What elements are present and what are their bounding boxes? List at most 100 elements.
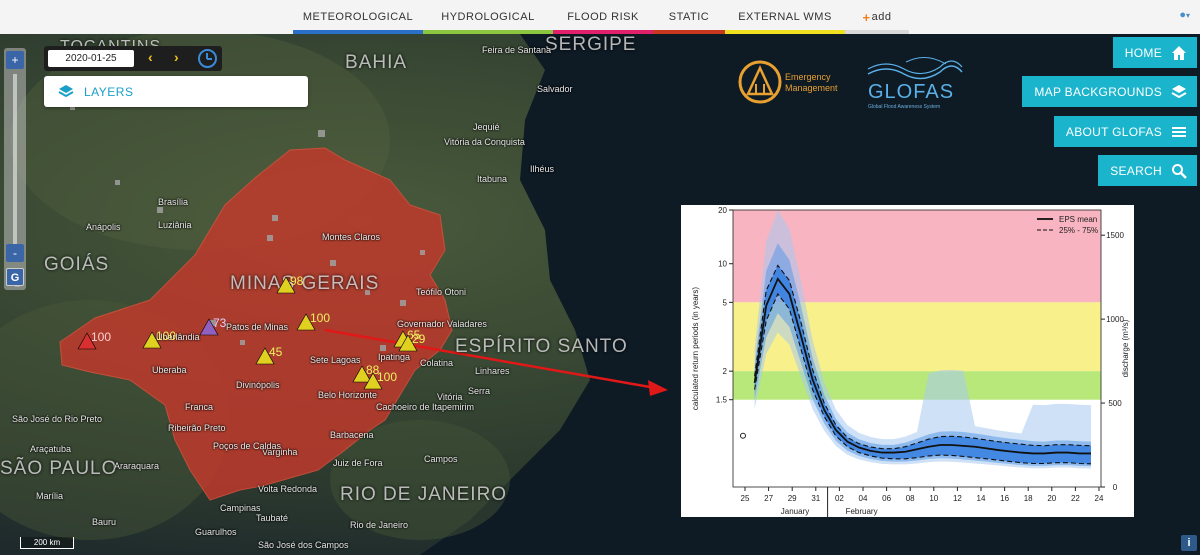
chevron-left-icon[interactable]: ‹ [148,49,153,65]
logo-line: Emergency [785,72,831,82]
layers-button[interactable]: LAYERS [44,76,308,107]
legend-label: EPS mean [1059,215,1097,224]
city-label: Teófilo Otoni [416,287,467,297]
zoom-in-button[interactable]: + [6,51,24,69]
x-tick-label: 06 [882,494,891,503]
google-layer-button[interactable]: G [6,268,24,286]
marker-label: 88 [366,363,380,377]
user-icon: ● [1179,9,1186,21]
forecast-marker[interactable] [296,313,316,331]
info-button[interactable]: i [1181,535,1197,551]
city-label: Brasília [158,197,189,207]
forecast-marker[interactable] [363,372,383,390]
chevron-down-icon: ▾ [1185,11,1190,20]
zoom-slider[interactable]: + - [4,48,26,290]
region-label: GOIÁS [44,254,110,275]
x-tick-label: 20 [1047,494,1056,503]
y-left-axis-label: calculated return periods (in years) [691,287,700,411]
tab-label: add [871,11,892,23]
marker-label: 100 [156,329,176,343]
layers-icon [58,85,74,98]
forecast-marker[interactable] [255,347,275,365]
city-label: São José dos Campos [258,540,349,550]
city-label: Ribeirão Preto [168,423,226,433]
x-tick-label: 22 [1071,494,1080,503]
tab-color-bar [725,30,845,34]
y-right-tick-label: 1000 [1106,315,1124,324]
zoom-out-button[interactable]: - [6,244,24,262]
forecast-chart: 20 10 5 2 1.5 1500 1000 500 0 calculated return p… [691,206,1130,517]
home-button[interactable]: HOME [1112,37,1197,68]
forecast-marker[interactable] [398,334,418,352]
x-tick-label: 10 [929,494,938,503]
x-tick-label: 02 [835,494,844,503]
eps-mean-line [753,277,1091,455]
marker-label: 29 [412,332,426,346]
city-label: Varginha [262,447,298,457]
glofas-logo: GLOFAS [867,57,963,103]
date-input[interactable] [48,50,134,67]
tab-static[interactable]: STATIC [653,0,725,34]
search-label: SEARCH [1110,163,1162,178]
city-label: Anápolis [86,222,121,232]
about-glofas-button[interactable]: ABOUT GLOFAS [1053,116,1197,147]
city-label: Ilhéus [530,164,555,174]
x-tick-label: 12 [953,494,962,503]
tab-hydrological[interactable]: HYDROLOGICAL [423,0,553,34]
interquartile-area [754,265,1091,464]
x-tick-label: 18 [1024,494,1033,503]
tab-label: FLOOD RISK [567,11,639,23]
map-backgrounds-button[interactable]: MAP BACKGROUNDS [1022,76,1197,107]
city-label: Taubaté [256,513,289,523]
city-label: Franca [185,402,214,412]
search-button[interactable]: SEARCH [1098,155,1197,186]
city-label: Jequié [473,122,500,132]
glofas-subtitle: Global Flood Awareness System [868,104,941,110]
layers-label: LAYERS [84,85,134,99]
zoom-track[interactable] [13,74,17,262]
scale-bar: 200 km [20,537,74,549]
tab-label: HYDROLOGICAL [441,11,535,23]
city-label: Sete Lagoas [310,355,361,365]
city-label: Volta Redonda [258,484,318,494]
forecast-marker[interactable] [276,276,296,294]
x-tick-label: 14 [977,494,986,503]
x-tick-label: 16 [1000,494,1009,503]
layers-icon [1171,84,1187,98]
clock-icon[interactable] [198,49,217,68]
forecast-marker[interactable] [142,331,162,349]
city-label: Vitória [437,392,463,402]
tab-external-wms[interactable]: EXTERNAL WMS [725,0,845,34]
marker-label: 100 [310,311,330,325]
q75-line [754,264,1092,450]
region-label: BAHIA [345,52,408,73]
city-label: Linhares [475,366,510,376]
tab-color-bar [845,30,909,34]
user-menu-button[interactable]: ●▾ [1179,9,1190,21]
observed-point [740,432,746,439]
map-backgrounds-label: MAP BACKGROUNDS [1034,84,1162,99]
tab-meteorological[interactable]: METEOROLOGICAL [293,0,423,34]
marker-label: 45 [269,345,283,359]
y-right-tick-label: 0 [1113,483,1118,492]
marker-label: 65 [407,328,421,342]
tab-label: METEOROLOGICAL [302,11,414,23]
tab-color-bar [653,30,725,34]
tab-add[interactable]: + add [845,0,909,34]
tab-flood-risk[interactable]: FLOOD RISK [553,0,653,34]
region-label: MINAS GERAIS [230,273,380,294]
x-tick-label: 04 [859,494,868,503]
city-label: Patos de Minas [226,322,289,332]
forecast-marker[interactable] [199,318,219,336]
marker-label: 73 [213,316,227,330]
threshold-band [733,371,1101,400]
x-tick-label: 31 [811,494,820,503]
forecast-marker[interactable] [77,332,97,350]
marker-label: 100 [91,330,111,344]
forecast-marker[interactable] [352,365,372,383]
chevron-right-icon[interactable]: › [174,49,179,65]
x-tick-label: 25 [741,494,750,503]
region-label: ESPÍRITO SANTO [455,336,628,357]
home-label: HOME [1124,45,1162,60]
